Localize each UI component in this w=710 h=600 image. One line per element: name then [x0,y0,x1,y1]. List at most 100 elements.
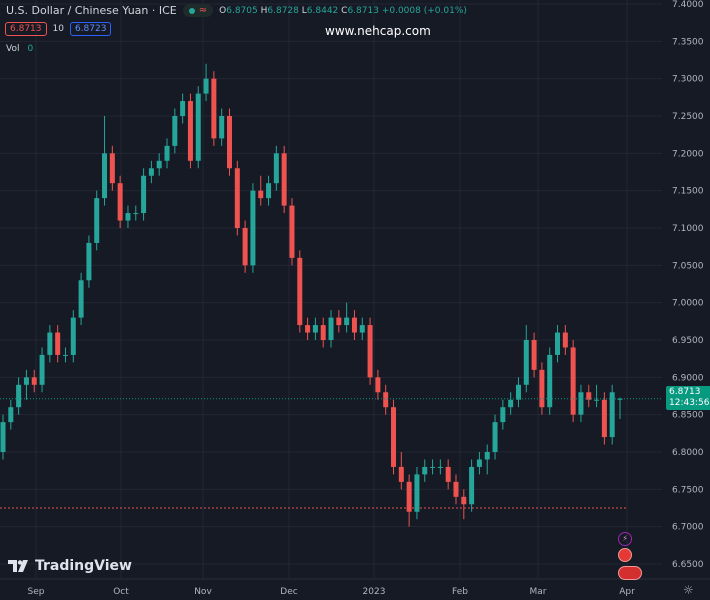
candle-body [125,213,131,221]
candle-body [461,496,467,505]
y-tick-label: 7.3500 [672,37,704,47]
candle-body [437,466,443,468]
candle-body [31,377,37,385]
us-event-icon[interactable] [618,566,642,580]
candle-body [86,242,92,281]
candle-body [609,392,615,438]
y-tick-label: 6.7000 [672,523,704,533]
y-tick-label: 7.2000 [672,149,704,159]
candle-body [586,392,592,400]
candle-body [328,317,334,341]
candle-body [531,340,537,370]
candle-body [547,354,553,408]
candle-body [391,407,397,467]
candle-body [133,213,139,215]
candle-body [406,481,412,512]
candle-body [383,392,389,408]
candle-body [508,399,514,408]
y-tick-label: 7.0000 [672,299,704,309]
x-tick-label: 2023 [363,587,386,597]
candle-body [555,332,561,355]
candle-body [523,340,529,385]
x-tick-label: Nov [194,587,212,597]
candle-body [336,317,342,326]
candle-body [242,228,248,266]
candle-body [414,474,420,512]
y-tick-label: 7.3000 [672,75,704,85]
candle-body [297,257,303,326]
candle-body [156,160,162,169]
y-tick-label: 6.9000 [672,373,704,383]
candle-body [39,354,45,385]
candle-body [266,183,272,199]
candle-body [312,325,318,333]
y-tick-label: 7.1000 [672,224,704,234]
candle-body [47,332,53,355]
spread: 10 [52,24,64,34]
settings-gear-icon[interactable]: ☼ [683,583,694,597]
candle-body [78,280,84,318]
candle-body [476,459,482,467]
candle-body [164,145,170,161]
candle-body [484,452,490,460]
candle-body [211,78,217,139]
y-tick-label: 7.0500 [672,261,704,271]
market-status-pill[interactable]: ≈ [182,4,214,17]
candle-body [351,317,357,333]
watermark: www.nehcap.com [325,24,431,38]
candle-body [273,153,279,184]
candle-body [445,466,451,482]
china-event-icon[interactable] [618,548,632,562]
x-tick-label: Mar [530,587,547,597]
candle-body [62,354,68,356]
candle-body [539,369,545,408]
sell-button[interactable]: 6.8713 [5,22,47,36]
y-tick-label: 6.6500 [672,560,704,570]
buy-button[interactable]: 6.8723 [69,22,112,36]
candle-body [250,190,256,266]
candle-body [344,317,350,326]
candle-body [172,116,178,146]
candle-body [375,377,381,393]
change: +0.0008 (+0.01%) [381,5,467,16]
volume-legend: Vol 0 [6,44,34,54]
y-tick-label: 7.1500 [672,187,704,197]
candle-body [258,190,264,199]
x-tick-label: Oct [113,587,129,597]
symbol-title[interactable]: U.S. Dollar / Chinese Yuan · ICE [6,4,177,17]
chart-legend: U.S. Dollar / Chinese Yuan · ICE ≈ O6.87… [6,4,467,17]
lightning-event-icon[interactable]: ⚡ [618,532,632,546]
candle-body [16,384,22,408]
candle-body [234,168,240,229]
tradingview-logo-icon [8,560,28,572]
y-tick-label: 7.2500 [672,112,704,122]
ohlc-values: O6.8705 H6.8728 L6.8442 C6.8713 +0.0008 … [219,5,467,16]
candle-body [94,198,100,243]
y-tick-label: 6.7500 [672,485,704,495]
candle-body [367,325,373,378]
candle-body [55,332,61,355]
candle-body [398,466,404,482]
candle-body [141,175,147,214]
candle-body [469,466,475,505]
y-tick-label: 7.4000 [672,0,704,10]
candle-body [102,153,108,199]
candle-body [453,481,459,497]
market-open-icon [188,7,195,14]
candle-body [430,466,436,468]
candle-body [23,377,29,385]
candle-body [492,422,498,453]
candle-body [226,116,232,169]
tradingview-logo[interactable]: TradingView [8,558,132,574]
candle-body [203,78,209,94]
candle-body [180,101,186,117]
candle-body [70,317,76,355]
y-tick-label: 6.9500 [672,336,704,346]
candle-body [570,347,576,415]
candle-body [281,153,287,206]
candle-body [148,168,154,176]
candle-body [578,392,584,415]
candle-body [8,407,14,423]
y-tick-label: 6.8500 [672,411,704,421]
